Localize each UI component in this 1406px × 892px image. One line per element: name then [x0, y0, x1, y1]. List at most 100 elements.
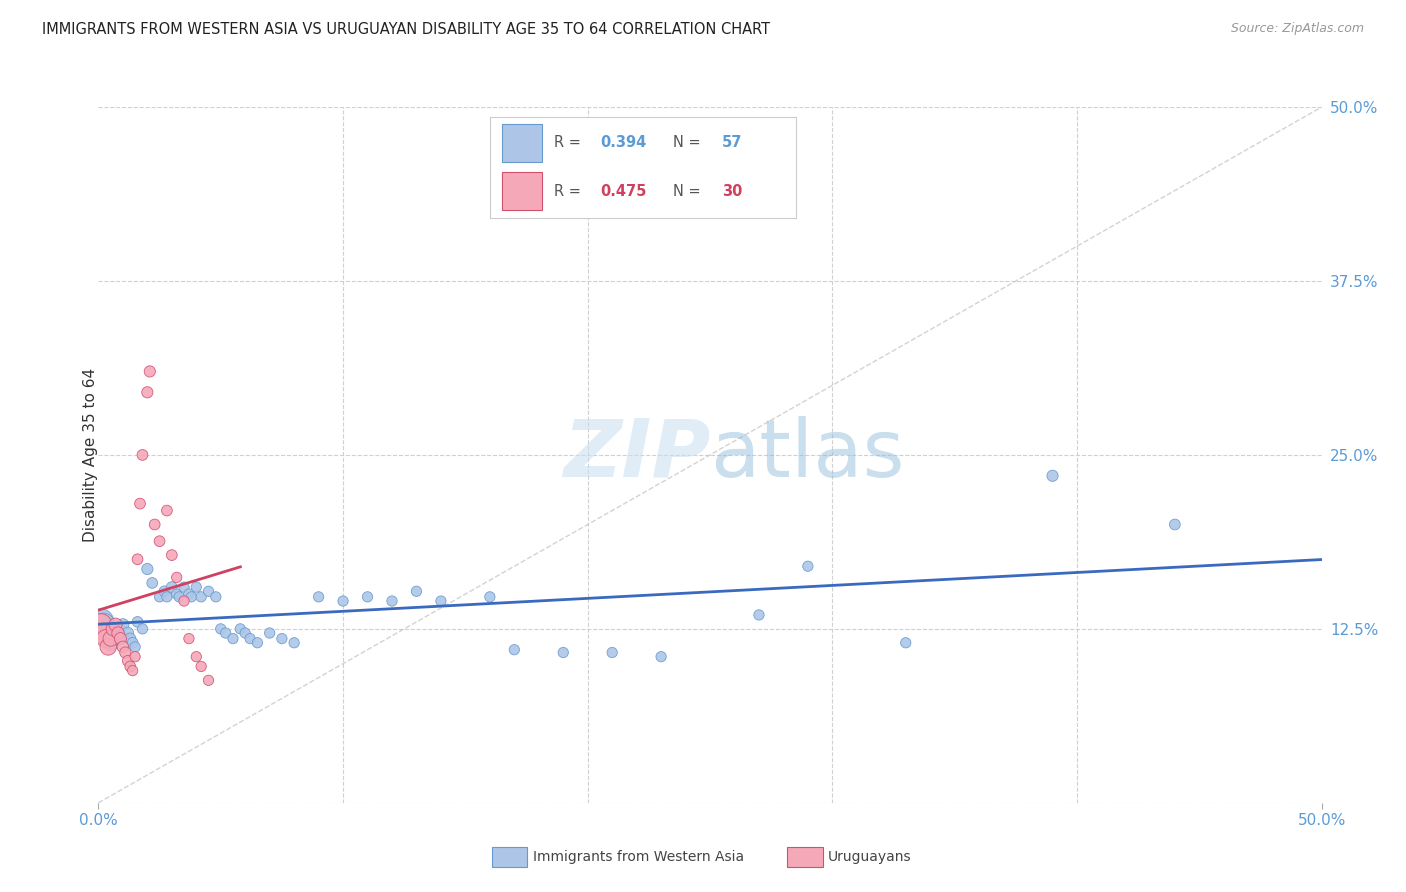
Point [136, 562, 159, 576]
Text: Uruguayans: Uruguayans [828, 850, 911, 864]
Point [117, 626, 139, 640]
Point [190, 659, 212, 673]
Point [139, 364, 162, 378]
Point [259, 626, 281, 640]
Point [239, 632, 262, 646]
Point [101, 629, 124, 643]
Point [229, 622, 252, 636]
Point [100, 636, 122, 650]
Point [97, 640, 120, 654]
Point [190, 590, 212, 604]
Point [110, 632, 132, 646]
Point [156, 503, 179, 517]
Point [160, 580, 183, 594]
Point [160, 548, 183, 562]
Text: 30: 30 [723, 184, 742, 199]
Point [600, 646, 623, 660]
Point [124, 640, 146, 654]
Point [748, 607, 770, 622]
Point [197, 584, 219, 599]
Bar [502, 172, 541, 211]
Point [121, 664, 143, 678]
Point [141, 576, 163, 591]
Point [136, 385, 159, 400]
Point [246, 636, 269, 650]
Point [110, 629, 132, 643]
Point [100, 632, 122, 646]
Point [114, 646, 136, 660]
Point [214, 626, 236, 640]
Text: Immigrants from Western Asia: Immigrants from Western Asia [533, 850, 744, 864]
Point [149, 590, 172, 604]
Text: 0.475: 0.475 [600, 184, 647, 199]
Point [129, 497, 152, 511]
Point [104, 632, 127, 646]
Point [90, 615, 112, 629]
Point [173, 580, 195, 594]
Point [153, 584, 176, 599]
Point [650, 649, 672, 664]
Bar [502, 123, 541, 161]
Point [111, 640, 134, 654]
Point [156, 590, 179, 604]
Point [478, 590, 501, 604]
Point [121, 636, 143, 650]
Text: ZIP: ZIP [562, 416, 710, 494]
Point [209, 622, 232, 636]
Point [381, 594, 404, 608]
Text: atlas: atlas [710, 416, 904, 494]
Point [177, 632, 200, 646]
Point [143, 517, 166, 532]
Point [107, 626, 129, 640]
Point [503, 642, 526, 657]
Point [205, 590, 228, 604]
Point [111, 617, 134, 632]
Point [405, 584, 427, 599]
Y-axis label: Disability Age 35 to 64: Disability Age 35 to 64 [83, 368, 97, 542]
Text: 57: 57 [723, 136, 742, 150]
Text: 0.394: 0.394 [600, 136, 647, 150]
Text: R =: R = [554, 136, 585, 150]
Point [356, 590, 378, 604]
Point [332, 594, 354, 608]
Point [197, 673, 219, 688]
Text: N =: N = [673, 136, 706, 150]
Point [1042, 468, 1064, 483]
Point [166, 570, 188, 584]
Point [186, 580, 208, 594]
Point [94, 626, 117, 640]
Text: R =: R = [554, 184, 585, 199]
Text: IMMIGRANTS FROM WESTERN ASIA VS URUGUAYAN DISABILITY AGE 35 TO 64 CORRELATION CH: IMMIGRANTS FROM WESTERN ASIA VS URUGUAYA… [42, 22, 770, 37]
Point [222, 632, 245, 646]
Point [186, 649, 208, 664]
Point [308, 590, 330, 604]
Point [127, 615, 149, 629]
Point [117, 654, 139, 668]
Point [553, 646, 575, 660]
Point [180, 590, 202, 604]
Text: N =: N = [673, 184, 706, 199]
Point [131, 622, 153, 636]
Point [177, 587, 200, 601]
Point [797, 559, 820, 574]
Point [124, 649, 146, 664]
Text: Source: ZipAtlas.com: Source: ZipAtlas.com [1230, 22, 1364, 36]
Point [104, 617, 127, 632]
Point [131, 448, 153, 462]
Point [107, 622, 129, 636]
Point [101, 622, 124, 636]
Point [1164, 517, 1187, 532]
Point [270, 632, 294, 646]
Point [166, 587, 188, 601]
Point [149, 534, 172, 549]
Point [127, 552, 149, 566]
Point [120, 659, 142, 673]
Point [97, 632, 120, 646]
Point [91, 626, 114, 640]
Point [120, 632, 142, 646]
Point [173, 594, 195, 608]
Point [233, 626, 256, 640]
Point [167, 590, 190, 604]
Point [894, 636, 917, 650]
Point [283, 636, 305, 650]
